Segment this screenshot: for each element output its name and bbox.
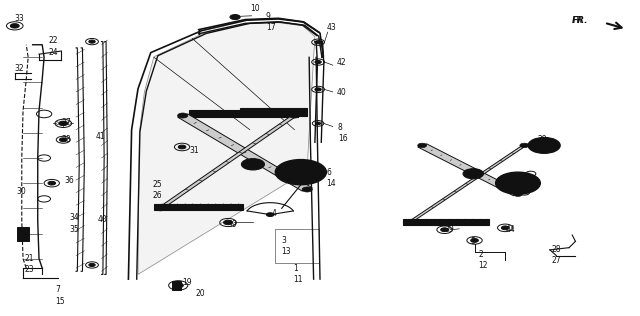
Circle shape xyxy=(513,192,522,196)
Bar xyxy=(240,108,307,117)
Circle shape xyxy=(275,160,326,185)
Text: 28: 28 xyxy=(551,245,561,254)
Text: 43: 43 xyxy=(326,23,336,32)
Circle shape xyxy=(315,88,321,91)
Text: 19: 19 xyxy=(182,278,193,287)
Text: 18: 18 xyxy=(250,111,259,120)
Circle shape xyxy=(470,239,478,242)
Text: 29: 29 xyxy=(537,135,547,144)
Text: 24: 24 xyxy=(49,48,58,57)
Circle shape xyxy=(59,121,68,125)
Text: 31: 31 xyxy=(189,146,198,155)
Text: 20: 20 xyxy=(195,289,205,298)
Circle shape xyxy=(60,138,67,142)
Circle shape xyxy=(405,220,414,225)
Circle shape xyxy=(520,143,529,148)
Text: 15: 15 xyxy=(55,297,65,306)
Text: 35: 35 xyxy=(70,224,79,234)
Text: 12: 12 xyxy=(478,261,488,270)
Text: 32: 32 xyxy=(15,64,24,73)
Circle shape xyxy=(48,181,56,185)
Text: 6: 6 xyxy=(326,168,332,177)
Circle shape xyxy=(463,169,483,179)
Text: 3: 3 xyxy=(282,235,287,245)
Circle shape xyxy=(177,113,188,118)
Text: 25: 25 xyxy=(153,180,163,190)
Circle shape xyxy=(289,113,300,118)
Circle shape xyxy=(156,206,166,211)
Text: 44: 44 xyxy=(505,224,515,234)
Text: 1: 1 xyxy=(293,264,298,273)
Polygon shape xyxy=(138,23,315,274)
Text: 7: 7 xyxy=(55,285,60,294)
Text: 41: 41 xyxy=(95,132,105,141)
Text: 14: 14 xyxy=(326,179,336,188)
Circle shape xyxy=(302,187,312,192)
Bar xyxy=(154,204,243,210)
Circle shape xyxy=(535,141,553,150)
Circle shape xyxy=(266,213,274,216)
Polygon shape xyxy=(418,144,522,196)
Circle shape xyxy=(504,176,532,190)
Text: FR.: FR. xyxy=(572,16,589,25)
Circle shape xyxy=(495,172,540,194)
Text: 26: 26 xyxy=(153,191,163,200)
Text: 38: 38 xyxy=(61,135,71,144)
Circle shape xyxy=(511,180,524,186)
Circle shape xyxy=(418,143,427,148)
Circle shape xyxy=(89,40,95,43)
Circle shape xyxy=(315,41,321,44)
Bar xyxy=(275,229,319,264)
Text: 16: 16 xyxy=(338,134,348,143)
Text: 8: 8 xyxy=(338,123,342,132)
Circle shape xyxy=(501,226,509,230)
Bar xyxy=(189,110,298,117)
Text: 4: 4 xyxy=(272,209,277,218)
Circle shape xyxy=(223,220,232,225)
Text: 37: 37 xyxy=(61,118,71,126)
Polygon shape xyxy=(177,114,312,191)
Text: 17: 17 xyxy=(266,23,275,32)
Circle shape xyxy=(89,264,95,266)
Text: 40: 40 xyxy=(337,88,346,97)
Circle shape xyxy=(286,163,292,167)
Circle shape xyxy=(528,137,560,153)
Bar xyxy=(172,281,181,290)
Text: 42: 42 xyxy=(337,58,346,67)
Text: 34: 34 xyxy=(70,214,79,222)
Text: 44: 44 xyxy=(312,168,322,177)
Text: 39: 39 xyxy=(445,225,454,234)
Circle shape xyxy=(10,24,19,28)
Bar xyxy=(403,219,489,225)
Text: 23: 23 xyxy=(25,265,35,274)
Text: 2: 2 xyxy=(478,250,483,259)
Circle shape xyxy=(178,145,186,149)
Polygon shape xyxy=(405,144,529,224)
Bar xyxy=(275,229,319,264)
Text: 13: 13 xyxy=(282,246,291,256)
Polygon shape xyxy=(156,114,300,210)
Text: 39: 39 xyxy=(227,220,237,229)
Text: FR.: FR. xyxy=(572,16,584,25)
Text: 27: 27 xyxy=(551,256,561,265)
Circle shape xyxy=(315,60,321,64)
Text: 33: 33 xyxy=(15,14,24,23)
Text: 10: 10 xyxy=(250,4,259,13)
Text: 11: 11 xyxy=(293,276,303,284)
Text: 22: 22 xyxy=(49,36,58,45)
Circle shape xyxy=(241,159,264,170)
Circle shape xyxy=(283,163,319,181)
Text: 40: 40 xyxy=(98,215,108,224)
Text: 5: 5 xyxy=(470,237,475,246)
Circle shape xyxy=(441,228,449,232)
Text: 9: 9 xyxy=(266,12,271,21)
Circle shape xyxy=(230,15,240,20)
Circle shape xyxy=(173,283,183,288)
Text: 36: 36 xyxy=(65,176,74,185)
Bar xyxy=(17,227,29,241)
Circle shape xyxy=(292,168,309,176)
Text: 30: 30 xyxy=(17,187,26,196)
Circle shape xyxy=(316,122,321,125)
Text: 21: 21 xyxy=(25,254,35,264)
